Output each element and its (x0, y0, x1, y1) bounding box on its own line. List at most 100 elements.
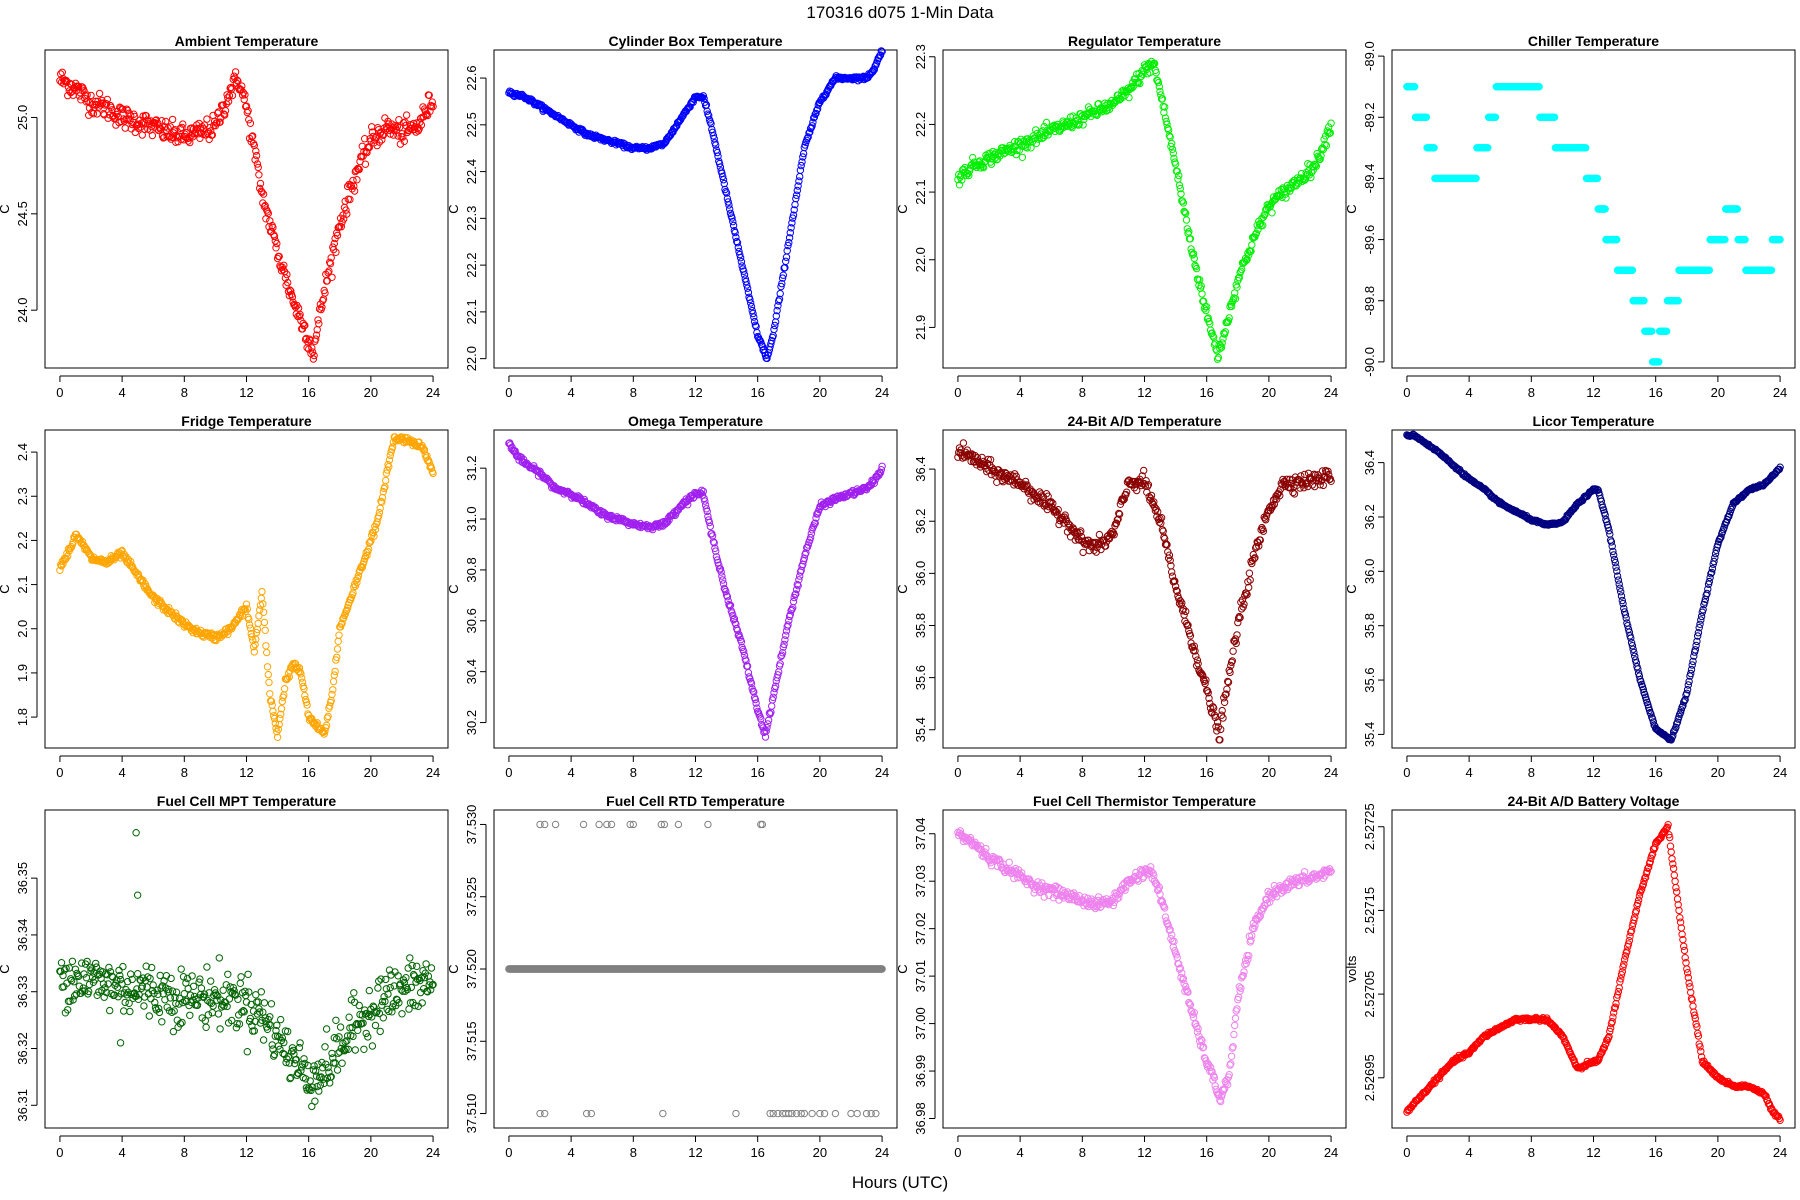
data-point (1422, 113, 1431, 122)
data-point (423, 111, 432, 120)
data-point (810, 114, 818, 122)
data-point (266, 690, 274, 698)
data-point (106, 1006, 114, 1015)
data-point (326, 258, 334, 266)
panel-title: Regulator Temperature (1068, 33, 1221, 49)
data-point (724, 198, 732, 206)
data-point (123, 105, 131, 113)
data-point (361, 135, 369, 143)
y-tick-label: 36.32 (15, 1032, 30, 1065)
data-point (796, 166, 805, 174)
data-point (1202, 306, 1210, 315)
data-point (349, 176, 357, 185)
data-point (799, 153, 807, 161)
data-point (740, 271, 749, 279)
data-point (365, 986, 373, 995)
data-point (260, 999, 269, 1007)
data-point (197, 984, 206, 992)
data-point (743, 284, 752, 292)
y-tick-label: 35.8 (913, 613, 928, 638)
data-point (703, 107, 711, 115)
figure-title: 170316 d075 1-Min Data (806, 3, 994, 22)
y-tick-label: 24.0 (15, 298, 30, 323)
data-point (394, 132, 402, 140)
data-point (338, 1059, 346, 1067)
data-point (302, 334, 311, 343)
x-tick-label: 24 (426, 1145, 440, 1160)
data-point (259, 1036, 268, 1044)
data-point (376, 1027, 384, 1036)
data-point (258, 587, 266, 596)
data-point (355, 1001, 363, 1010)
data-point (328, 1049, 336, 1058)
data-point (1255, 220, 1264, 229)
data-point (714, 152, 722, 160)
data-point (1245, 569, 1254, 577)
data-point (346, 195, 354, 204)
data-point (747, 302, 756, 311)
data-point (225, 92, 234, 100)
data-point (1156, 87, 1164, 96)
data-point (709, 132, 718, 140)
data-point (1095, 530, 1104, 539)
x-tick-label: 16 (1199, 765, 1213, 780)
data-point (1044, 131, 1052, 139)
x-tick-label: 12 (239, 385, 253, 400)
y-tick-label: 36.2 (913, 509, 928, 534)
data-point (1182, 216, 1191, 224)
data-point (406, 954, 414, 962)
data-series (56, 433, 437, 741)
x-tick-label: 16 (1648, 385, 1662, 400)
data-point (286, 286, 294, 294)
data-point (386, 983, 394, 992)
data-point (1312, 162, 1321, 170)
data-point (301, 335, 310, 344)
data-point (120, 117, 129, 125)
data-point (1198, 290, 1206, 298)
data-point (797, 161, 805, 170)
data-point (1032, 139, 1041, 148)
data-point (1282, 194, 1290, 202)
data-point (1093, 111, 1101, 120)
data-point (1181, 208, 1189, 217)
data-point (361, 160, 370, 168)
y-tick-label: -89.4 (1362, 164, 1377, 194)
data-point (776, 289, 784, 298)
data-point (310, 351, 318, 360)
data-point (315, 320, 323, 328)
data-point (1491, 113, 1500, 122)
data-point (1472, 174, 1480, 183)
y-tick-label: 1.9 (15, 664, 30, 682)
y-tick-label: 21.9 (913, 315, 928, 340)
data-point (253, 160, 262, 168)
data-point (722, 188, 730, 196)
data-point (413, 962, 421, 970)
y-tick-label: 22.1 (913, 179, 928, 204)
y-tick-label: 22.2 (464, 252, 479, 277)
data-point (428, 98, 436, 106)
data-point (1114, 91, 1122, 99)
data-point (1314, 154, 1323, 162)
data-point (244, 970, 252, 978)
data-point (216, 118, 224, 126)
data-point (790, 206, 798, 214)
data-point (343, 210, 351, 218)
x-tick-label: 8 (1079, 385, 1086, 400)
data-point (312, 331, 321, 339)
data-point (1535, 83, 1543, 91)
data-point (785, 238, 793, 247)
data-point (1252, 230, 1260, 238)
data-point (168, 987, 177, 995)
data-point (224, 94, 232, 102)
data-point (729, 221, 738, 230)
x-tick-label: 0 (954, 765, 961, 780)
data-point (221, 111, 229, 119)
x-tick-label: 16 (301, 765, 315, 780)
data-point (329, 677, 338, 686)
y-tick-label: 35.4 (913, 717, 928, 742)
data-point (280, 685, 289, 693)
data-point (1161, 103, 1169, 111)
data-point (323, 277, 331, 285)
data-point (1245, 251, 1253, 259)
